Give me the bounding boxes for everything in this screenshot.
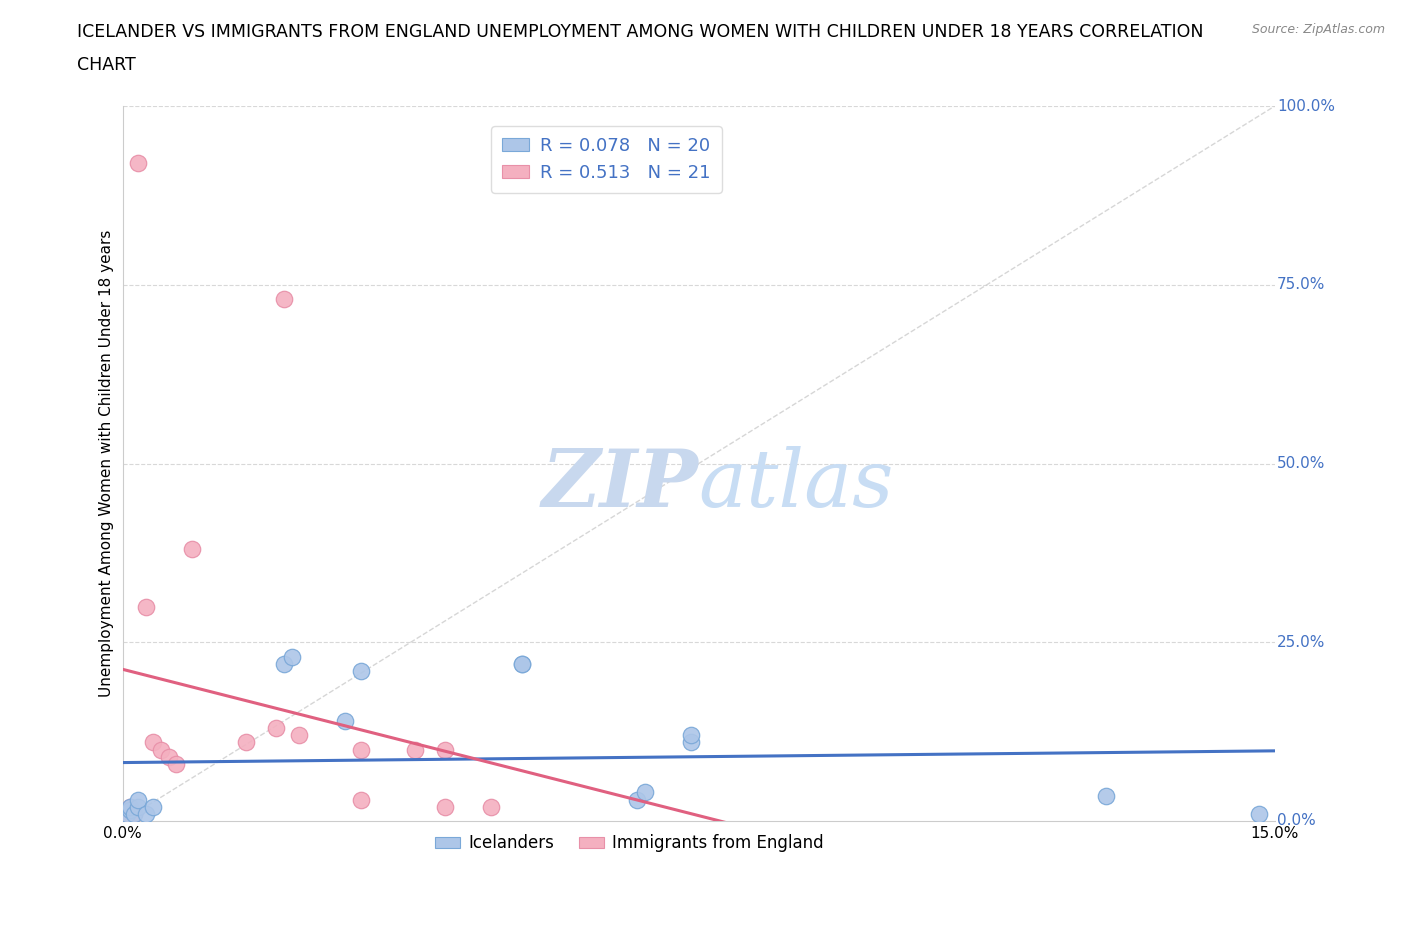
Point [115, 806, 138, 821]
Point [142, 799, 165, 814]
Point [122, 806, 145, 821]
Point [273, 292, 295, 307]
Legend: Icelanders, Immigrants from England: Icelanders, Immigrants from England [429, 828, 831, 859]
Point [350, 663, 373, 678]
Point [280, 649, 302, 664]
Y-axis label: Unemployment Among Women with Children Under 18 years: Unemployment Among Women with Children U… [100, 230, 114, 698]
Text: atlas: atlas [699, 446, 894, 524]
Point [127, 799, 149, 814]
Point [264, 721, 287, 736]
Point [679, 735, 702, 750]
Point [120, 799, 142, 814]
Point [634, 785, 657, 800]
Point [127, 156, 149, 171]
Text: ICELANDER VS IMMIGRANTS FROM ENGLAND UNEMPLOYMENT AMONG WOMEN WITH CHILDREN UNDE: ICELANDER VS IMMIGRANTS FROM ENGLAND UNE… [77, 23, 1204, 41]
Point [180, 542, 202, 557]
Point [404, 742, 426, 757]
Point [350, 742, 373, 757]
Point [157, 750, 180, 764]
Text: Source: ZipAtlas.com: Source: ZipAtlas.com [1251, 23, 1385, 36]
Point [1094, 789, 1116, 804]
Point [120, 799, 142, 814]
Text: 0.0%: 0.0% [1277, 814, 1316, 829]
Point [679, 728, 702, 743]
Point [350, 792, 373, 807]
Point [127, 792, 149, 807]
Point [273, 657, 295, 671]
Text: ZIP: ZIP [541, 446, 699, 524]
Point [115, 806, 138, 821]
Point [626, 792, 648, 807]
Point [510, 657, 533, 671]
Point [142, 735, 165, 750]
Point [235, 735, 257, 750]
Point [120, 803, 142, 817]
Text: 100.0%: 100.0% [1277, 99, 1334, 113]
Point [434, 742, 457, 757]
Point [1249, 806, 1271, 821]
Point [135, 806, 157, 821]
Point [122, 806, 145, 821]
Text: CHART: CHART [77, 56, 136, 73]
Point [335, 713, 357, 728]
Text: 25.0%: 25.0% [1277, 635, 1326, 650]
Point [288, 728, 311, 743]
Point [165, 756, 187, 771]
Point [479, 799, 502, 814]
Text: 75.0%: 75.0% [1277, 277, 1326, 292]
Point [120, 803, 142, 817]
Point [434, 799, 457, 814]
Text: 50.0%: 50.0% [1277, 456, 1326, 472]
Point [510, 657, 533, 671]
Point [150, 742, 173, 757]
Point [135, 599, 157, 614]
